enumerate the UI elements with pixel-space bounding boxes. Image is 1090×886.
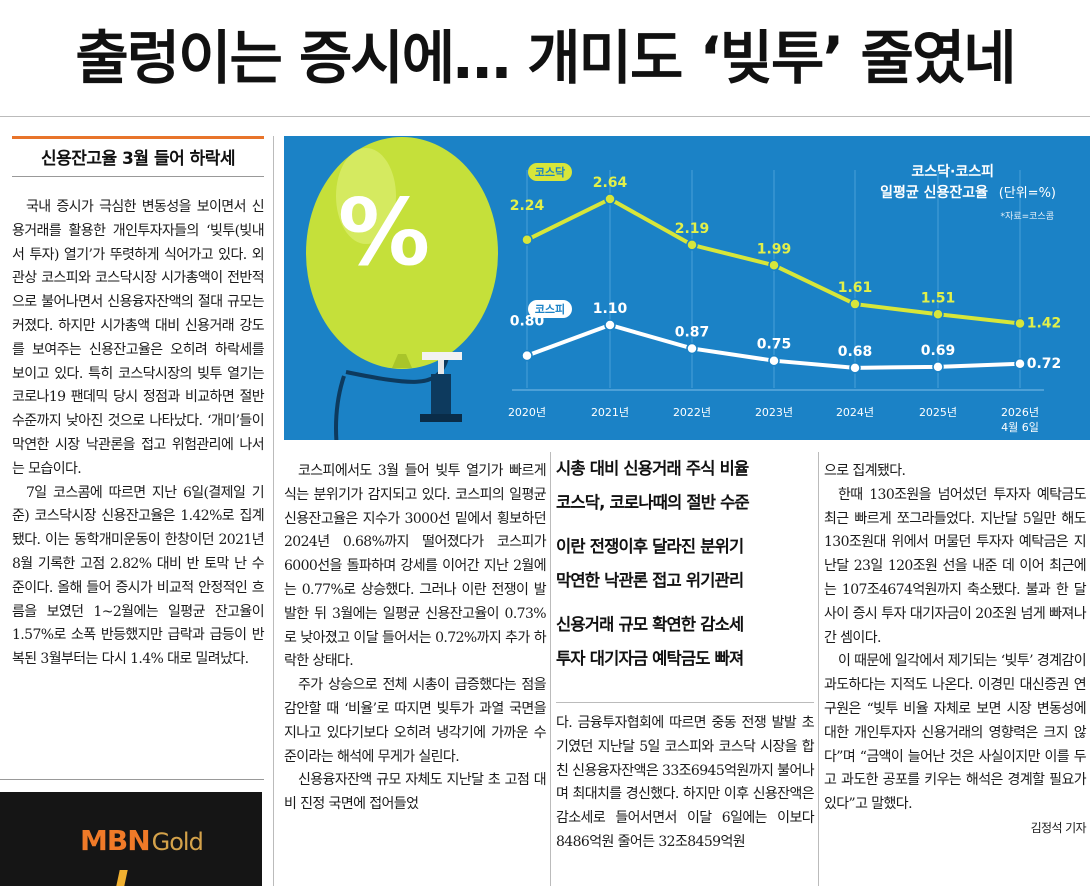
x-tick-label: 2020년 xyxy=(508,406,546,419)
balloon-highlight xyxy=(336,148,396,244)
paragraph: 으로 집계됐다. xyxy=(824,463,906,479)
x-tick-label: 2021년 xyxy=(591,406,629,419)
data-label: 0.87 xyxy=(675,324,710,340)
paragraph: 한때 130조원을 넘어섰던 투자자 예탁금도 최근 빠르게 쪼그라들었다. 지… xyxy=(824,486,1087,646)
paragraph: 다. 금융투자협회에 따르면 중동 전쟁 발발 초기였던 지난달 5일 코스피와… xyxy=(556,715,815,850)
x-tick-note: 4월 6일 xyxy=(1001,420,1039,434)
data-point xyxy=(1014,317,1026,330)
chart-title-line1: 코스닥·코스피 xyxy=(911,163,994,180)
article-column-4: 으로 집계됐다. 한때 130조원을 넘어섰던 투자자 예탁금도 최근 빠르게 … xyxy=(824,460,1087,841)
ad-logo: MBNGold xyxy=(80,824,204,857)
data-label: 1.99 xyxy=(757,241,792,257)
advertisement[interactable]: MBNGold xyxy=(0,792,262,886)
subhead-divider xyxy=(556,702,814,703)
x-tick-label: 2025년 xyxy=(919,406,957,419)
data-label: 0.72 xyxy=(1027,356,1062,372)
chart-source: *자료=코스콤 xyxy=(1001,211,1054,222)
top-divider xyxy=(0,116,1090,117)
paragraph: 주가 상승으로 전체 시총이 급증했다는 점을 감안할 때 ‘비율’로 따지면 … xyxy=(284,677,547,765)
pump-body xyxy=(431,374,451,416)
data-label: 1.42 xyxy=(1027,315,1062,331)
x-tick-label: 2022년 xyxy=(673,406,711,419)
x-tick-label: 2026년 xyxy=(1001,406,1039,419)
paragraph: 신용융자잔액 규모 자체도 지난달 초 고점 대비 진정 국면에 접어들었 xyxy=(284,772,547,813)
data-label: 1.10 xyxy=(593,301,628,317)
data-label: 0.68 xyxy=(838,344,873,360)
ad-divider xyxy=(0,779,264,780)
data-label: 2.64 xyxy=(593,175,628,191)
series-tag-label: 코스닥 xyxy=(535,165,565,179)
data-label: 2.19 xyxy=(675,221,710,237)
chart-title-line2: 일평균 신용잔고율 xyxy=(880,184,988,201)
data-point xyxy=(849,362,861,374)
data-point xyxy=(521,234,533,246)
sidebar-title-divider xyxy=(12,176,264,177)
balloon-knot xyxy=(392,354,412,368)
headline: 출렁이는 증시에… 개미도 ‘빚투’ 줄였네 xyxy=(75,24,1016,92)
subhead-line: 신용거래 규모 확연한 감소세 xyxy=(556,615,744,634)
article-column-2: 코스피에서도 3월 들어 빚투 열기가 빠르게 식는 분위기가 감지되고 있다.… xyxy=(284,460,547,817)
pump-rod xyxy=(438,360,444,378)
x-tick-label: 2023년 xyxy=(755,406,793,419)
balloon-string xyxy=(334,375,346,440)
column-divider xyxy=(550,452,551,886)
pump-handle xyxy=(422,352,462,360)
line-chart: % 2.242.642.191.991.611.511.42코스닥0.801.1… xyxy=(306,137,1061,440)
data-label: 2.24 xyxy=(510,198,545,214)
subhead-line: 코스닥, 코로나때의 절반 수준 xyxy=(556,493,750,512)
balloon-percent-label: % xyxy=(338,179,430,286)
data-point xyxy=(932,361,944,373)
chart: % 2.24 2.64 2.19 1.99 1.61 1.51 1.42 코스닥 0.80 1.1… xyxy=(284,136,1090,440)
data-point xyxy=(686,342,698,355)
data-point xyxy=(604,319,616,331)
ad-brand-suffix: Gold xyxy=(151,828,204,856)
byline: 김정석 기자 xyxy=(1030,820,1087,835)
data-point xyxy=(932,308,944,321)
series-tag-bg xyxy=(528,300,572,318)
subhead-line: 이란 전쟁이후 달라진 분위기 xyxy=(556,537,744,556)
paragraph: 7일 코스콤에 따르면 지난 6일(결제일 기준) 코스닥시장 신용잔고율은 1… xyxy=(12,484,265,668)
data-point xyxy=(849,298,861,310)
sidebar-title: 신용잔고율 3월 들어 하락세 xyxy=(40,149,236,169)
ad-brand: MBN xyxy=(80,824,151,857)
pump-base xyxy=(420,414,462,422)
subheads: 시총 대비 신용거래 주식 비율 코스닥, 코로나때의 절반 수준 이란 전쟁이… xyxy=(556,452,814,686)
chart-plot-area: 2.242.642.191.991.611.511.42코스닥0.801.100… xyxy=(508,163,1061,434)
subhead-line: 투자 대기자금 예탁금도 빠져 xyxy=(556,649,744,668)
sidebar-accent-line xyxy=(12,136,264,139)
data-point xyxy=(1014,358,1026,370)
column-divider xyxy=(273,136,274,886)
series-tag-bg xyxy=(528,163,572,181)
chart-unit: (단위=%) xyxy=(999,186,1056,201)
ad-mark-icon xyxy=(116,870,128,886)
subhead-line: 시총 대비 신용거래 주식 비율 xyxy=(556,459,749,478)
data-point xyxy=(768,354,780,367)
subhead-group: 이란 전쟁이후 달라진 분위기 막연한 낙관론 접고 위기관리 xyxy=(556,530,814,598)
column-divider xyxy=(818,452,819,886)
article-column-1: 국내 증시가 극심한 변동성을 보이면서 신용거래를 활용한 개인투자자들의 ‘… xyxy=(12,196,265,672)
data-point xyxy=(521,349,533,362)
subhead-group: 신용거래 규모 확연한 감소세 투자 대기자금 예탁금도 빠져 xyxy=(556,608,814,676)
paragraph: 국내 증시가 극심한 변동성을 보이면서 신용거래를 활용한 개인투자자들의 ‘… xyxy=(12,199,265,477)
subhead-line: 막연한 낙관론 접고 위기관리 xyxy=(556,571,744,590)
series-tag-label: 코스피 xyxy=(535,302,565,316)
data-label: 0.75 xyxy=(757,337,792,353)
data-point xyxy=(768,259,780,272)
paragraph: 코스피에서도 3월 들어 빚투 열기가 빠르게 식는 분위기가 감지되고 있다.… xyxy=(284,463,547,670)
subhead-group: 시총 대비 신용거래 주식 비율 코스닥, 코로나때의 절반 수준 xyxy=(556,452,814,520)
x-tick-label: 2024년 xyxy=(836,406,874,419)
data-point xyxy=(604,193,616,205)
article-column-3: 다. 금융투자협회에 따르면 중동 전쟁 발발 초기였던 지난달 5일 코스피와… xyxy=(556,712,815,855)
data-label: 1.51 xyxy=(921,290,956,306)
data-label: 1.61 xyxy=(838,280,873,296)
paragraph: 이 때문에 일각에서 제기되는 ‘빚투’ 경계감이 과도하다는 지적도 나온다.… xyxy=(824,653,1087,813)
data-point xyxy=(686,239,698,251)
data-label: 0.69 xyxy=(921,343,956,359)
